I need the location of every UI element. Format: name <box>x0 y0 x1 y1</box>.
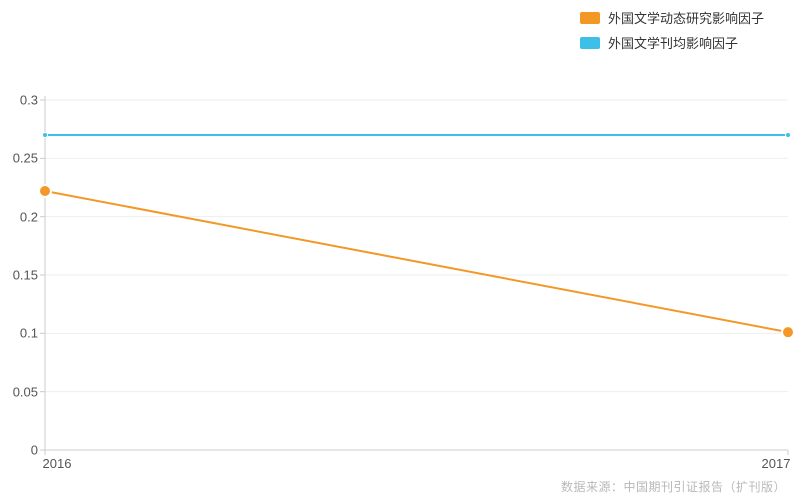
y-tick-label: 0.05 <box>4 384 38 399</box>
y-tick-label: 0 <box>4 443 38 458</box>
data-source-caption: 数据来源：中国期刊引证报告（扩刊版） <box>561 478 786 495</box>
series-marker-0-1 <box>782 326 794 338</box>
x-tick-label: 2017 <box>762 456 791 471</box>
y-tick-label: 0.2 <box>4 209 38 224</box>
y-tick-label: 0.25 <box>4 151 38 166</box>
series-marker-1-0 <box>43 133 48 138</box>
series-marker-0-0 <box>39 185 51 197</box>
x-tick-label: 2016 <box>43 456 72 471</box>
series-marker-1-1 <box>786 133 791 138</box>
y-tick-label: 0.1 <box>4 326 38 341</box>
gridlines <box>45 100 788 450</box>
y-tick-label: 0.15 <box>4 268 38 283</box>
plot-svg <box>0 0 800 501</box>
series-group <box>39 133 794 339</box>
series-line-0 <box>45 191 788 332</box>
impact-factor-chart: 外国文学动态研究影响因子 外国文学刊均影响因子 00.050.10.150.20… <box>0 0 800 501</box>
y-tick-label: 0.3 <box>4 93 38 108</box>
